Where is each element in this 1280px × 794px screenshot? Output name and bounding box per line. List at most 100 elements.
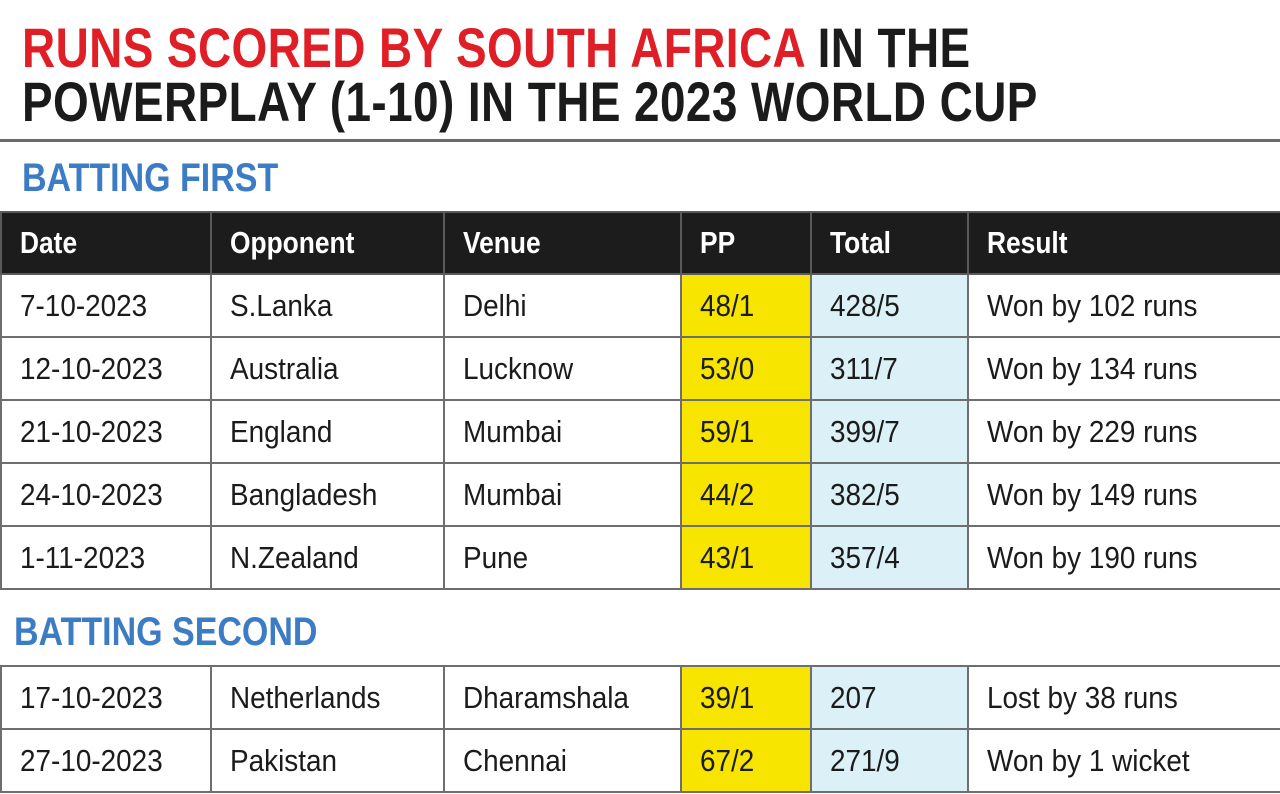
- cell-date: 17-10-2023: [0, 665, 212, 730]
- column-header-label: Total: [830, 225, 891, 260]
- cell-value: 24-10-2023: [20, 476, 163, 512]
- table-row: 1-11-2023 N.Zealand Pune 43/1 357/4 Won by 19…: [0, 525, 1280, 590]
- cell-value: Australia: [230, 350, 339, 386]
- cell-total: 207: [810, 665, 969, 730]
- batting-second-table: 17-10-2023 Netherlands Dharamshala 39/1 207 L…: [0, 665, 1280, 793]
- cell-date: 7-10-2023: [0, 273, 212, 338]
- title-highlight: RUNS SCORED BY SOUTH AFRICA: [22, 16, 805, 79]
- cell-value: 59/1: [700, 413, 755, 449]
- cell-value: Won by 149 runs: [987, 476, 1198, 512]
- cell-value: England: [230, 413, 333, 449]
- cell-opponent: Bangladesh: [210, 462, 445, 527]
- cell-value: Pune: [463, 539, 529, 575]
- cell-value: 311/7: [830, 350, 898, 386]
- cell-value: Mumbai: [463, 413, 563, 449]
- cell-pp: 59/1: [680, 399, 812, 464]
- cell-result: Won by 1 wicket: [967, 728, 1280, 793]
- cell-value: S.Lanka: [230, 287, 333, 323]
- cell-venue: Chennai: [443, 728, 682, 793]
- title-line-2: POWERPLAY (1-10) IN THE 2023 WORLD CUP: [22, 70, 1038, 133]
- cell-value: Dharamshala: [463, 679, 629, 715]
- cell-venue: Dharamshala: [443, 665, 682, 730]
- table-row: 12-10-2023 Australia Lucknow 53/0 311/7 Won b…: [0, 336, 1280, 401]
- column-header-result: Result: [967, 211, 1280, 275]
- cell-value: 27-10-2023: [20, 742, 163, 778]
- cell-value: Delhi: [463, 287, 527, 323]
- cell-value: 21-10-2023: [20, 413, 163, 449]
- cell-value: Mumbai: [463, 476, 563, 512]
- cell-total: 399/7: [810, 399, 969, 464]
- cell-value: 39/1: [700, 679, 755, 715]
- cell-value: 53/0: [700, 350, 755, 386]
- column-header-label: Result: [987, 225, 1068, 260]
- cell-pp: 43/1: [680, 525, 812, 590]
- cell-pp: 53/0: [680, 336, 812, 401]
- column-header-label: Opponent: [230, 225, 355, 260]
- cell-value: Won by 229 runs: [987, 413, 1198, 449]
- cell-total: 357/4: [810, 525, 969, 590]
- cell-opponent: England: [210, 399, 445, 464]
- cell-value: Pakistan: [230, 742, 338, 778]
- cell-value: 7-10-2023: [20, 287, 148, 323]
- section-batting-second: BATTING SECOND: [14, 610, 318, 654]
- cell-value: 44/2: [700, 476, 755, 512]
- column-header-date: Date: [0, 211, 212, 275]
- batting-first-table: Date Opponent Venue PP Total Result 7-10-2023…: [0, 211, 1280, 590]
- cell-value: 357/4: [830, 539, 900, 575]
- cell-result: Won by 134 runs: [967, 336, 1280, 401]
- cell-pp: 39/1: [680, 665, 812, 730]
- cell-date: 27-10-2023: [0, 728, 212, 793]
- cell-opponent: Netherlands: [210, 665, 445, 730]
- column-header-venue: Venue: [443, 211, 682, 275]
- column-header-label: Venue: [463, 225, 541, 260]
- cell-venue: Mumbai: [443, 399, 682, 464]
- table-row: 17-10-2023 Netherlands Dharamshala 39/1 207 L…: [0, 665, 1280, 730]
- cell-date: 24-10-2023: [0, 462, 212, 527]
- cell-value: 399/7: [830, 413, 900, 449]
- cell-value: 271/9: [830, 742, 900, 778]
- cell-value: Netherlands: [230, 679, 381, 715]
- cell-value: 207: [830, 679, 877, 715]
- cell-value: Won by 1 wicket: [987, 742, 1190, 778]
- cell-opponent: S.Lanka: [210, 273, 445, 338]
- cell-value: Lucknow: [463, 350, 574, 386]
- cell-venue: Delhi: [443, 273, 682, 338]
- cell-date: 12-10-2023: [0, 336, 212, 401]
- cell-opponent: N.Zealand: [210, 525, 445, 590]
- cell-value: 43/1: [700, 539, 755, 575]
- cell-value: 382/5: [830, 476, 900, 512]
- column-header-pp: PP: [680, 211, 812, 275]
- cell-result: Won by 190 runs: [967, 525, 1280, 590]
- cell-result: Won by 149 runs: [967, 462, 1280, 527]
- title-line-1: RUNS SCORED BY SOUTH AFRICA IN THE: [22, 18, 971, 78]
- cell-value: Won by 190 runs: [987, 539, 1198, 575]
- column-header-label: PP: [700, 225, 736, 260]
- column-header-total: Total: [810, 211, 969, 275]
- cell-value: 48/1: [700, 287, 755, 323]
- cell-value: 428/5: [830, 287, 900, 323]
- cell-result: Lost by 38 runs: [967, 665, 1280, 730]
- cell-value: Won by 102 runs: [987, 287, 1198, 323]
- cell-total: 311/7: [810, 336, 969, 401]
- batting-first-rows: 7-10-2023 S.Lanka Delhi 48/1 428/5 Won by 102…: [0, 273, 1280, 590]
- section-batting-first: BATTING FIRST: [22, 156, 279, 200]
- cell-date: 21-10-2023: [0, 399, 212, 464]
- cell-pp: 44/2: [680, 462, 812, 527]
- header-row: Date Opponent Venue PP Total Result: [0, 211, 1280, 275]
- cell-value: Chennai: [463, 742, 567, 778]
- cell-total: 271/9: [810, 728, 969, 793]
- title-rest: IN THE: [804, 16, 971, 79]
- table-row: 7-10-2023 S.Lanka Delhi 48/1 428/5 Won by 102…: [0, 273, 1280, 338]
- cell-value: 1-11-2023: [20, 539, 146, 575]
- cell-value: N.Zealand: [230, 539, 359, 575]
- cell-result: Won by 102 runs: [967, 273, 1280, 338]
- cell-total: 428/5: [810, 273, 969, 338]
- cell-value: Lost by 38 runs: [987, 679, 1178, 715]
- column-header-opponent: Opponent: [210, 211, 445, 275]
- batting-second-rows: 17-10-2023 Netherlands Dharamshala 39/1 207 L…: [0, 665, 1280, 793]
- cell-value: 67/2: [700, 742, 755, 778]
- cell-value: Won by 134 runs: [987, 350, 1198, 386]
- cell-pp: 67/2: [680, 728, 812, 793]
- cell-pp: 48/1: [680, 273, 812, 338]
- cell-result: Won by 229 runs: [967, 399, 1280, 464]
